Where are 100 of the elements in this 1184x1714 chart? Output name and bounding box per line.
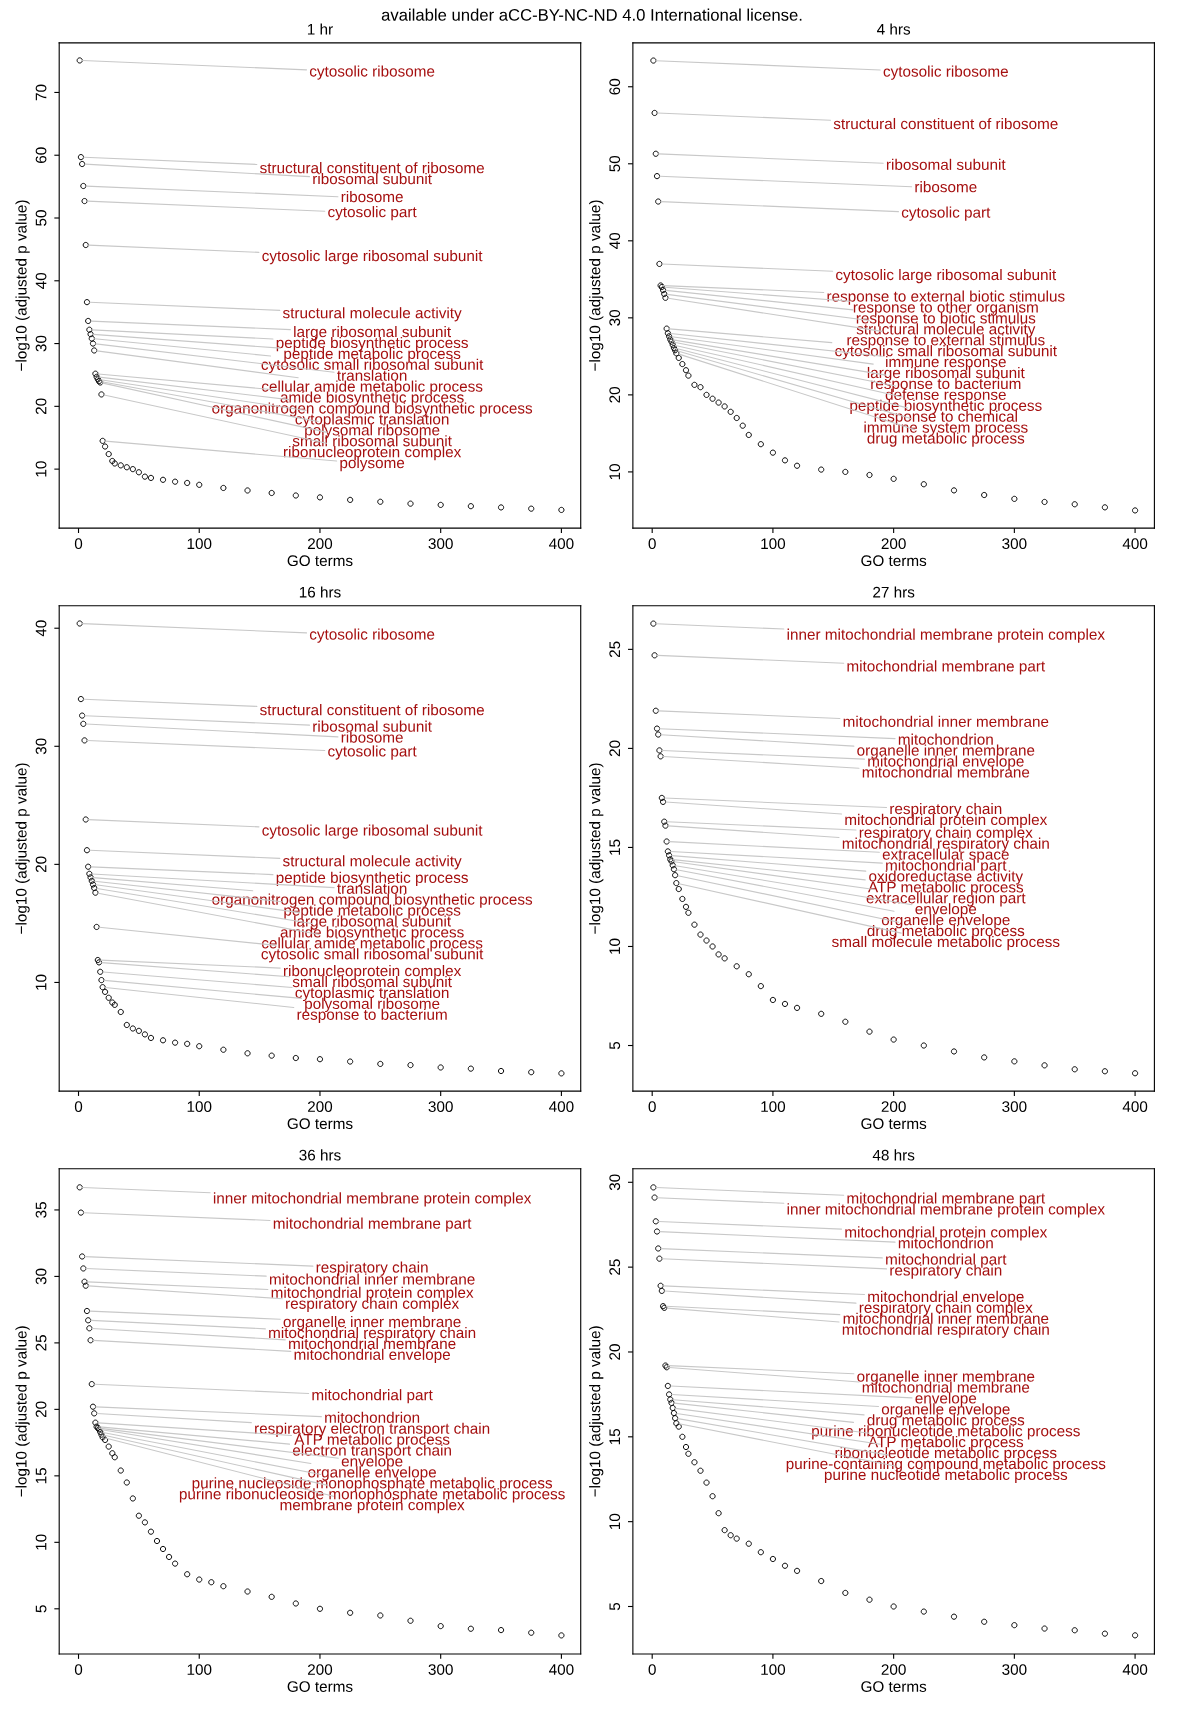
annotation: cytosolic ribosome	[883, 65, 1008, 80]
chart-title: 4 hrs	[877, 23, 911, 35]
y-tick-label: 10	[609, 938, 621, 954]
y-tick-label: 15	[609, 1428, 621, 1445]
x-tick-label: 200	[307, 1664, 333, 1675]
annotation: mitochondrial membrane part	[273, 1217, 472, 1232]
y-tick-label: 25	[609, 1259, 621, 1275]
x-tick-label: 200	[307, 538, 333, 550]
x-axis-title: GO terms	[861, 1118, 927, 1130]
x-tick-label: 100	[187, 1101, 212, 1113]
annotation: ribosomal subunit	[313, 720, 432, 732]
x-tick-label: 200	[881, 1664, 906, 1675]
annotation: cytosolic large ribosomal subunit	[262, 824, 483, 839]
y-tick-label: 20	[609, 386, 621, 403]
x-tick-label: 300	[428, 538, 453, 550]
annotation: mitochondrial membrane part	[847, 660, 1046, 675]
x-tick-label: 100	[761, 1101, 786, 1113]
x-axis-title: GO terms	[861, 1681, 927, 1692]
x-tick-label: 200	[881, 1101, 906, 1113]
y-tick-label: 30	[35, 1268, 47, 1285]
y-axis-title: −log10 (adjusted p value)	[589, 200, 604, 371]
y-tick-label: 30	[609, 309, 621, 326]
x-axis-title: GO terms	[861, 555, 927, 567]
y-axis-title: −log10 (adjusted p value)	[589, 1326, 604, 1497]
annotation: ribosome	[341, 191, 403, 203]
annotation: structural molecule activity	[282, 855, 462, 870]
y-tick-label: 5	[609, 1041, 621, 1050]
annotation: structural constituent of ribosome	[833, 117, 1058, 130]
chart-title: 36 hrs	[299, 1149, 341, 1161]
x-axis-title: GO terms	[287, 1118, 353, 1130]
y-tick-label: 50	[35, 210, 47, 226]
chart-title: 16 hrs	[299, 586, 341, 598]
annotation: mitochondrion	[325, 1411, 420, 1423]
y-tick-label: 10	[35, 974, 47, 990]
x-tick-label: 200	[881, 538, 906, 550]
annotation: mitochondrial respiratory chain	[842, 1323, 1049, 1338]
y-tick-label: 15	[609, 839, 621, 855]
x-tick-label: 400	[1122, 1664, 1148, 1675]
x-tick-label: 300	[428, 1664, 453, 1675]
x-tick-label: 100	[187, 538, 212, 550]
x-tick-label: 0	[648, 1101, 656, 1113]
annotation: cytosolic ribosome	[309, 65, 435, 80]
y-tick-label: 50	[609, 155, 621, 172]
y-tick-label: 10	[609, 1513, 621, 1529]
chart-title: 48 hrs	[872, 1149, 915, 1161]
y-tick-label: 60	[609, 78, 621, 95]
annotation: cytosolic ribosome	[309, 628, 435, 643]
x-tick-label: 0	[74, 1664, 83, 1675]
annotation: translation	[337, 369, 407, 381]
x-axis-title: GO terms	[287, 1681, 353, 1692]
x-tick-label: 100	[761, 1664, 786, 1675]
x-tick-label: 400	[549, 1664, 574, 1675]
y-tick-label: 40	[35, 620, 47, 637]
chart-title: 27 hrs	[873, 586, 915, 598]
y-tick-label: 20	[609, 1344, 621, 1360]
y-tick-label: 40	[35, 272, 47, 289]
x-tick-label: 400	[1122, 538, 1148, 550]
annotation: mitochondrion	[898, 733, 993, 745]
y-tick-label: 30	[35, 335, 47, 352]
x-tick-label: 300	[428, 1101, 453, 1113]
annotation: mitochondrial part	[312, 1389, 433, 1404]
y-tick-label: 20	[35, 856, 47, 873]
y-tick-label: 20	[35, 398, 47, 415]
y-tick-label: 30	[609, 1174, 621, 1191]
x-tick-label: 0	[74, 538, 83, 550]
y-tick-label: 5	[609, 1602, 621, 1611]
annotation: structural molecule activity	[282, 307, 462, 322]
text: available under aCC-BY-NC-ND 4.0 International license.	[381, 8, 802, 21]
annotation: cytosolic large ribosomal subunit	[836, 268, 1057, 284]
annotation: ribosomal subunit	[313, 173, 432, 185]
x-axis-title: GO terms	[287, 555, 353, 567]
annotation: mitochondrial inner membrane	[843, 715, 1049, 727]
annotation: inner mitochondrial membrane protein complex	[213, 1192, 532, 1207]
annotation: mitochondrial envelope	[294, 1348, 450, 1363]
x-tick-label: 300	[1002, 1101, 1027, 1113]
y-tick-label: 35	[35, 1202, 47, 1218]
x-tick-label: 300	[1002, 538, 1027, 550]
annotation: cytosolic large ribosomal subunit	[262, 250, 483, 265]
annotation: cytosolic part	[901, 206, 991, 221]
y-tick-label: 40	[609, 232, 621, 249]
x-tick-label: 100	[761, 538, 786, 550]
y-axis-title: −log10 (adjusted p value)	[589, 763, 604, 934]
x-tick-label: 400	[1122, 1101, 1148, 1113]
x-tick-label: 400	[549, 1101, 574, 1113]
y-tick-label: 10	[35, 461, 47, 477]
y-tick-label: 20	[609, 740, 621, 757]
annotation: ribosome	[915, 181, 977, 193]
annotation: inner mitochondrial membrane protein complex	[787, 628, 1105, 643]
annotation: cytosolic part	[328, 745, 417, 760]
annotation: ribosome	[341, 731, 403, 743]
x-tick-label: 0	[648, 1664, 656, 1675]
x-tick-label: 200	[307, 1101, 333, 1113]
x-tick-label: 100	[187, 1664, 212, 1675]
y-tick-label: 5	[35, 1605, 47, 1613]
y-tick-label: 20	[35, 1401, 47, 1418]
x-tick-label: 300	[1002, 1664, 1027, 1675]
y-axis-title: −log10 (adjusted p value)	[15, 763, 30, 934]
x-tick-label: 0	[74, 1101, 83, 1113]
annotation: ribosomal subunit	[886, 158, 1006, 171]
x-tick-label: 400	[549, 538, 574, 550]
